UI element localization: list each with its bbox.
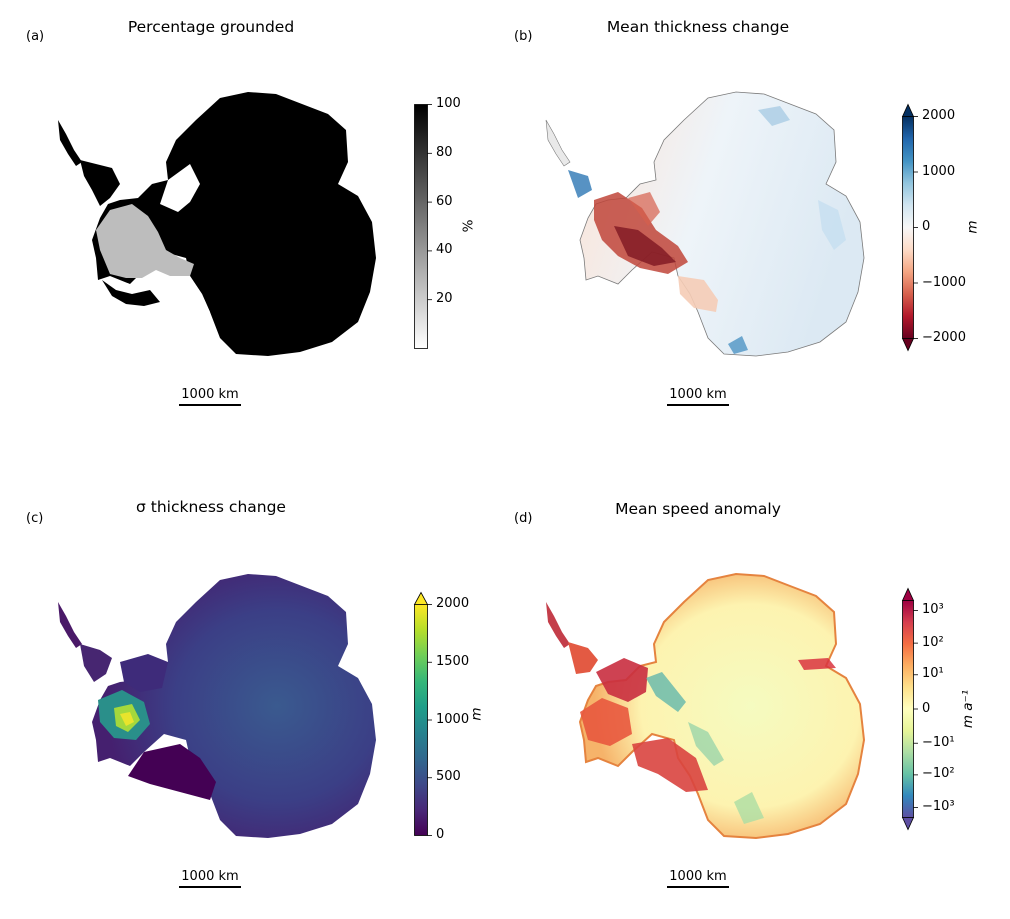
colorbar-d-tick-label: −10¹: [922, 734, 955, 750]
colorbar-c-tick-label: 1000: [436, 711, 470, 727]
scalebar-b: 1000 km: [667, 387, 729, 406]
colorbar-c-tick-label: 2000: [436, 596, 470, 611]
colorbar-c: 0 500 1000 1500 2000 m: [413, 591, 499, 842]
colorbar-a: 20 40 60 80 100%: [414, 97, 494, 349]
map-a: [58, 92, 376, 356]
colorbar-d-extend-min: [901, 817, 915, 831]
panel-label-c: (c): [26, 511, 44, 526]
panel-label-b: (b): [514, 29, 533, 44]
colorbar-c-extend-max: [413, 591, 429, 605]
colorbar-d-gradient: [902, 600, 914, 818]
colorbar-b-tick-label: 0: [922, 219, 931, 234]
colorbar-a-tick-label: 40: [436, 242, 453, 258]
scalebar-d: 1000 km: [667, 869, 729, 888]
colorbar-a-tick-label: 20: [436, 291, 453, 307]
colorbar-a-unit-label: %: [459, 219, 476, 233]
scalebar-d-label: 1000 km: [669, 869, 727, 884]
colorbar-b-tick-label: 2000: [922, 108, 956, 123]
colorbar-d: −10³ −10² −10¹ 0 10¹ 10² 10³ m a⁻¹: [901, 587, 997, 831]
colorbar-c-bar: [413, 591, 432, 836]
panel-title-b: Mean thickness change: [606, 18, 790, 36]
colorbar-c-tick-label: 1500: [436, 653, 470, 669]
colorbar-c-tick-label: 500: [436, 769, 461, 785]
colorbar-d-tick-label: 10¹: [922, 666, 944, 682]
scalebar-a-label: 1000 km: [181, 387, 239, 402]
scalebar-c-label: 1000 km: [181, 869, 239, 884]
colorbar-b-bar: [901, 103, 918, 352]
colorbar-b: −2000 −1000 0 1000 2000 m: [901, 103, 997, 352]
colorbar-b-extend-min: [901, 338, 915, 352]
speed-anomaly-field: [578, 572, 866, 840]
scalebar-a: 1000 km: [179, 387, 241, 406]
panel-label-a: (a): [26, 29, 45, 44]
colorbar-b-tick-label: 1000: [922, 163, 956, 179]
colorbar-b-extend-max: [901, 103, 915, 117]
colorbar-a-tick-label: 60: [436, 193, 453, 209]
colorbar-c-tick-label: 0: [436, 827, 445, 842]
panel-title-a: Percentage grounded: [127, 18, 295, 36]
colorbar-d-unit-label: m a⁻¹: [960, 689, 977, 728]
colorbar-d-extend-max: [901, 587, 915, 601]
colorbar-a-bar: [414, 104, 432, 349]
antarctica-grounded-area: [58, 92, 376, 356]
colorbar-b-tick-label: −2000: [922, 330, 966, 345]
colorbar-d-tick-label: 10²: [922, 634, 944, 650]
colorbar-b-unit-label: m: [964, 220, 981, 234]
panel-title-d: Mean speed anomaly: [615, 500, 781, 518]
panel-title-c: σ thickness change: [136, 498, 286, 516]
scalebar-c: 1000 km: [179, 869, 241, 888]
thickness-change-field: [579, 91, 865, 357]
map-b: [545, 91, 865, 357]
colorbar-a-tick-label: 100: [436, 96, 461, 111]
colorbar-d-bar: [901, 587, 918, 831]
colorbar-d-tick-label: 0: [922, 700, 931, 716]
colorbar-d-tick-label: −10³: [922, 799, 955, 815]
colorbar-a-tick-label: 80: [436, 144, 453, 160]
scalebar-b-label: 1000 km: [669, 387, 727, 402]
colorbar-c-unit-label: m: [468, 706, 485, 721]
panel-label-d: (d): [514, 511, 533, 526]
colorbar-c-gradient: [414, 604, 428, 836]
colorbar-d-tick-label: −10²: [922, 766, 955, 782]
map-d: [546, 572, 866, 840]
colorbar-b-gradient: [902, 116, 914, 339]
colorbar-b-tick-label: −1000: [922, 274, 966, 290]
colorbar-d-tick-label: 10³: [922, 601, 944, 617]
colorbar-a-gradient: [414, 104, 428, 349]
map-c: [58, 574, 376, 838]
thickness-sigma-field: [92, 574, 376, 838]
